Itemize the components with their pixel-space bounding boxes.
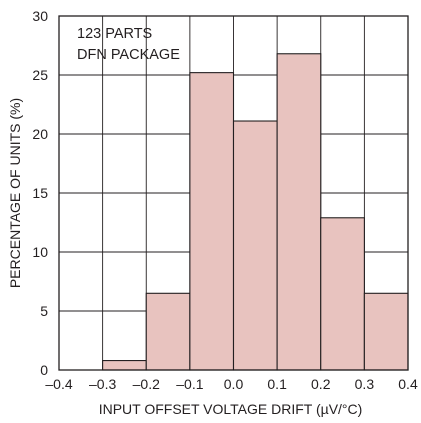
- x-tick-label: –0.2: [133, 376, 160, 392]
- x-axis-title: INPUT OFFSET VOLTAGE DRIFT (µV/°C): [99, 401, 363, 417]
- histogram-bar-5: [320, 217, 365, 371]
- x-tick-label: 0.4: [398, 376, 418, 392]
- annotation-package: DFN PACKAGE: [77, 47, 180, 63]
- y-tick-label: 0: [40, 362, 48, 378]
- x-tick-label: –0.4: [45, 376, 72, 392]
- y-axis-title: PERCENTAGE OF UNITS (%): [7, 98, 23, 288]
- annotation-parts: 123 PARTS: [77, 26, 152, 42]
- plot-frame: [58, 15, 409, 371]
- y-tick-labels: 0 5 10 15 20 25 30: [32, 8, 48, 378]
- histogram-bar-4: [276, 53, 322, 371]
- x-tick-label: 0.0: [224, 376, 244, 392]
- x-tick-label: –0.3: [89, 376, 116, 392]
- x-tick-label: –0.1: [176, 376, 203, 392]
- histogram-bar-0: [102, 360, 147, 371]
- histogram-bar-1: [145, 292, 191, 371]
- x-tick-labels: –0.4 –0.3 –0.2 –0.1 0.0 0.1 0.2 0.3 0.4: [45, 376, 418, 392]
- y-tick-label: 5: [40, 303, 48, 319]
- y-tick-label: 20: [32, 126, 48, 142]
- x-tick-label: 0.1: [267, 376, 287, 392]
- histogram-bar-3: [232, 120, 278, 371]
- y-tick-label: 15: [32, 185, 48, 201]
- histogram-bars: [102, 53, 409, 371]
- histogram-bar-6: [363, 292, 409, 371]
- x-tick-label: 0.3: [355, 376, 375, 392]
- y-tick-label: 30: [32, 8, 48, 24]
- x-tick-label: 0.2: [311, 376, 331, 392]
- histogram-bar-2: [189, 72, 235, 371]
- y-tick-label: 10: [32, 244, 48, 260]
- y-tick-label: 25: [32, 67, 48, 83]
